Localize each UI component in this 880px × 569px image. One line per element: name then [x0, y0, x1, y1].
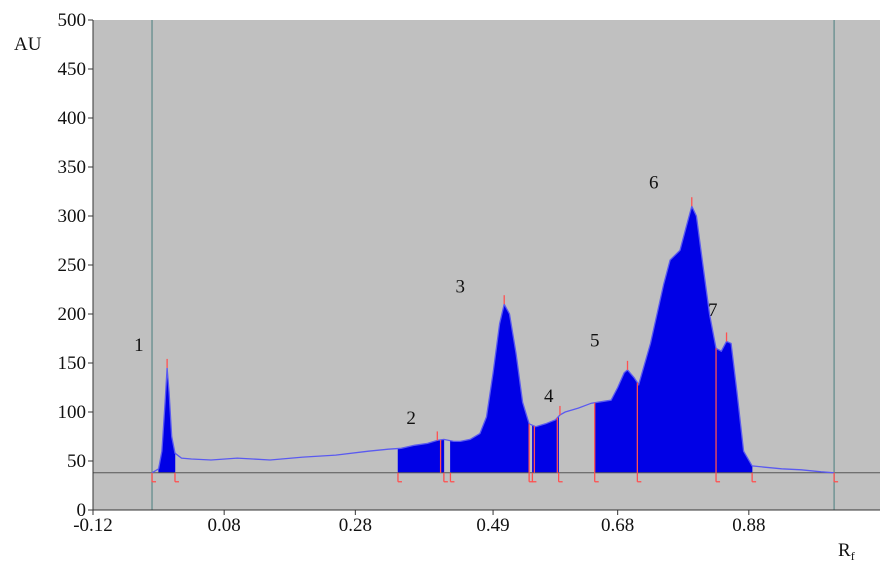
y-tick-group: 0 50 100 150 200 250 300 350 400 450 500 [58, 10, 93, 521]
peak-number-label: 3 [456, 276, 466, 297]
y-tick-label: 350 [58, 157, 87, 178]
y-tick-label: 100 [58, 402, 87, 423]
x-tick-label: 0.28 [339, 515, 372, 536]
trace-line [151, 204, 835, 474]
y-tick-label: 400 [58, 108, 87, 129]
marker-group [151, 197, 839, 483]
peak-number-label: 2 [406, 408, 416, 429]
y-tick-label: 200 [58, 304, 87, 325]
y-tick-label: 250 [58, 255, 87, 276]
y-tick-label: 450 [58, 59, 87, 80]
trace-group [93, 20, 880, 510]
x-tick-group: -0.12 0.08 0.28 0.49 0.68 0.88 [73, 510, 765, 536]
y-tick-label: 500 [58, 10, 87, 31]
y-tick-label: 150 [58, 353, 87, 374]
y-axis-title: AU [14, 34, 42, 55]
y-tick-label: 50 [67, 451, 86, 472]
x-axis-title-subscript: f [851, 549, 855, 563]
peak-fill-group [158, 205, 753, 474]
peak-number-label: 5 [590, 330, 600, 351]
peak-number-label: 4 [544, 386, 554, 407]
peak-number-label: 7 [708, 300, 718, 321]
peak-number-label: 6 [649, 173, 659, 194]
x-tick-label: 0.88 [732, 515, 765, 536]
x-tick-label: -0.12 [73, 515, 113, 536]
x-tick-label: 0.68 [601, 515, 634, 536]
x-tick-label: 0.49 [476, 515, 509, 536]
y-tick-label: 0 [77, 500, 87, 521]
peak-label-group: 1 2 3 4 5 6 7 [134, 173, 717, 429]
peak-number-label: 1 [134, 335, 144, 356]
x-axis-title: Rf [838, 540, 855, 563]
x-tick-label: 0.08 [208, 515, 241, 536]
x-axis-title-main: R [838, 540, 851, 561]
y-tick-label: 300 [58, 206, 87, 227]
